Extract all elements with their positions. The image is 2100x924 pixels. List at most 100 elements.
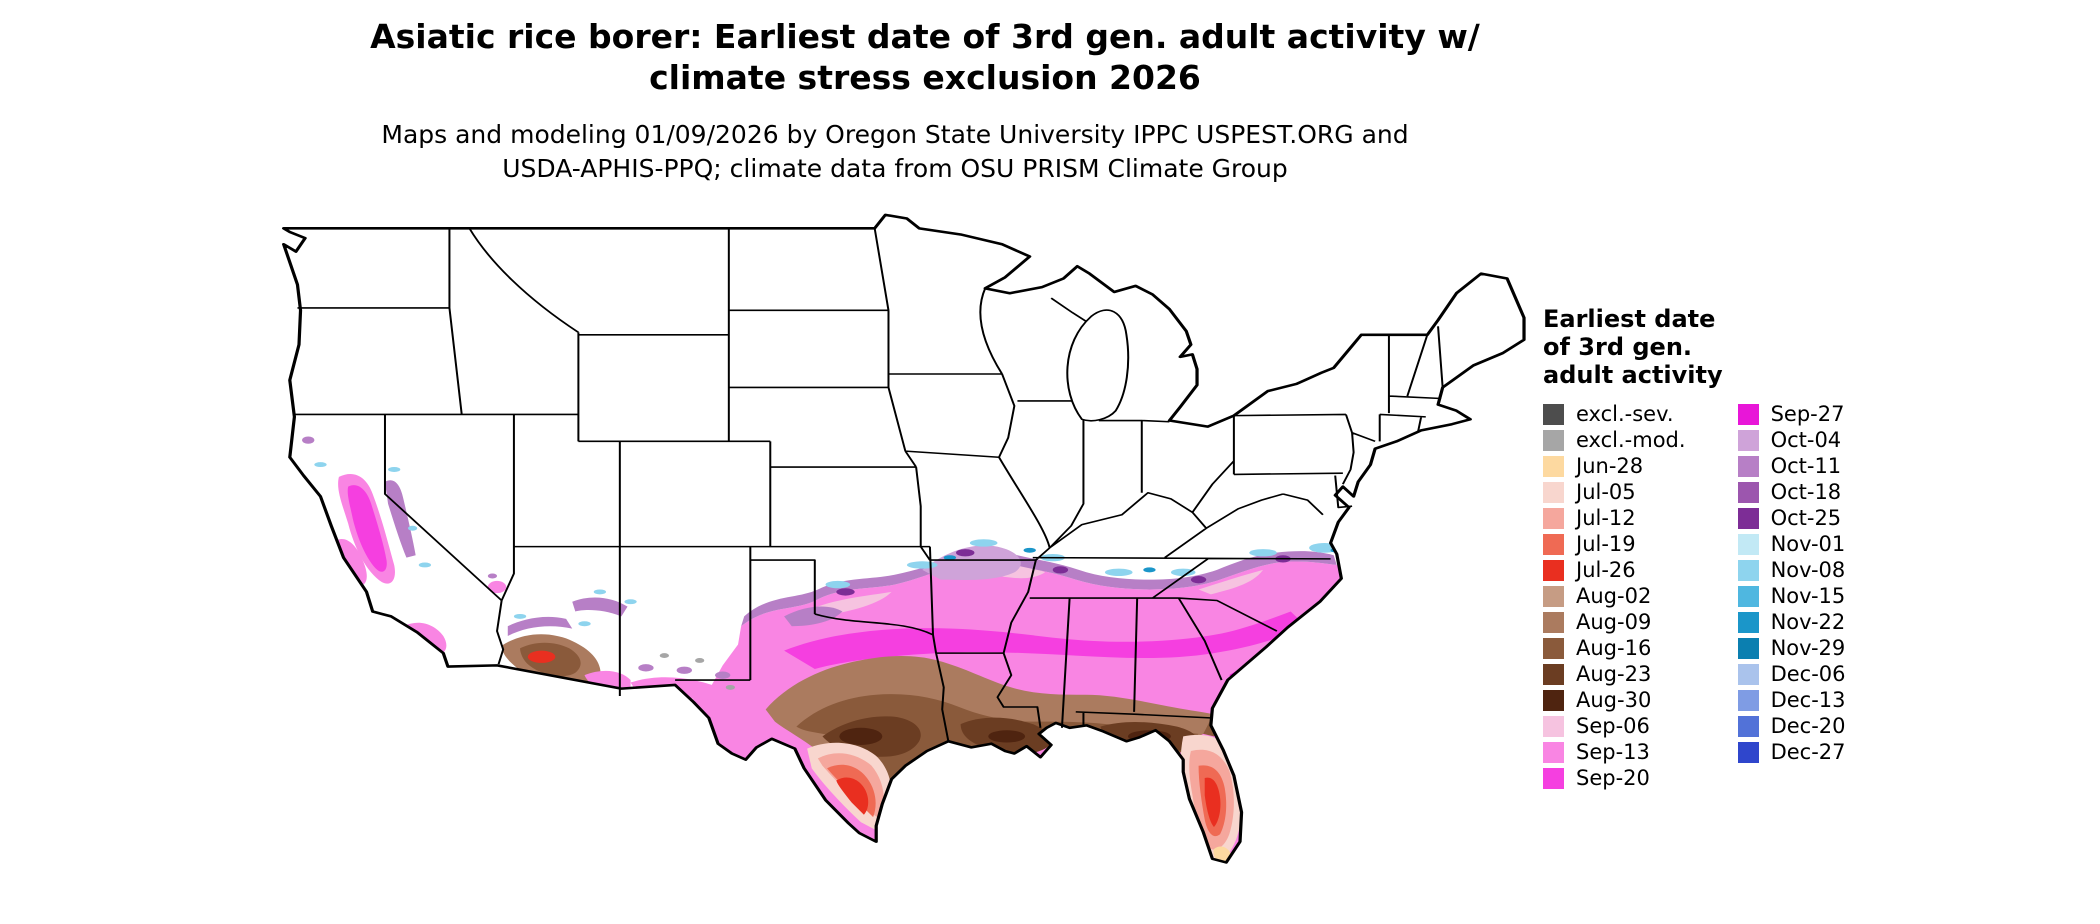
legend-item: Dec-06 — [1737, 661, 1846, 687]
legend-item: Dec-20 — [1737, 713, 1846, 739]
legend-label: Jul-26 — [1576, 558, 1636, 582]
data-region-aug30-la — [988, 730, 1026, 743]
state-borders — [294, 227, 1444, 742]
legend-swatch — [1737, 507, 1759, 529]
data-region-oct-ozark — [922, 545, 1021, 580]
data-region-az-oct — [507, 597, 628, 636]
data-region-sierra-oct — [384, 480, 416, 558]
legend-item: Nov-15 — [1737, 583, 1846, 609]
legend-swatch — [1543, 715, 1564, 737]
legend-column-1: excl.-sev. excl.-mod. Jun-28 Jul-05 Jul-12 Ju… — [1543, 401, 1686, 791]
legend-item: Aug-02 — [1543, 583, 1686, 609]
data-region-jul26-tx — [836, 777, 869, 815]
legend-title: Earliest date of 3rd gen. adult activity — [1543, 305, 1923, 389]
legend-item: Aug-30 — [1543, 687, 1686, 713]
legend-item: Nov-29 — [1737, 635, 1846, 661]
legend-label: Dec-27 — [1770, 740, 1846, 764]
data-speck-nv — [487, 573, 498, 579]
data-speck-norcal — [302, 436, 315, 444]
legend-item: Nov-08 — [1737, 557, 1846, 583]
legend-swatch — [1737, 429, 1759, 451]
legend-label: Jul-12 — [1576, 506, 1636, 530]
data-region-sep06 — [799, 561, 1264, 617]
legend-item: Sep-06 — [1543, 713, 1686, 739]
legend-swatch — [1543, 767, 1564, 789]
legend-swatch — [1543, 429, 1564, 451]
legend-item: Sep-27 — [1737, 401, 1846, 427]
us-map-svg — [282, 213, 1526, 864]
legend-item: Jul-12 — [1543, 505, 1686, 531]
data-region-ca-valley-core — [347, 485, 387, 572]
legend-swatch — [1737, 585, 1759, 607]
legend-item: Oct-25 — [1737, 505, 1846, 531]
legend-item: Sep-13 — [1543, 739, 1686, 765]
data-specks-nm-oct — [638, 664, 731, 679]
map-subtitle-line2: USDA-APHIS-PPQ; climate data from OSU PR… — [502, 153, 1288, 183]
legend-swatch — [1543, 663, 1564, 685]
legend-title-line2: of 3rd gen. — [1543, 333, 1693, 361]
legend-item: Sep-20 — [1543, 765, 1686, 791]
legend-item: Dec-13 — [1737, 687, 1846, 713]
legend-item: Oct-18 — [1737, 479, 1846, 505]
legend-swatch — [1543, 741, 1564, 763]
legend-label: Oct-04 — [1770, 428, 1842, 452]
legend-swatch — [1737, 715, 1759, 737]
data-region-az-core — [527, 650, 556, 663]
legend-item: Nov-22 — [1737, 609, 1846, 635]
legend-item: Aug-23 — [1543, 661, 1686, 687]
data-region-ca-coast — [335, 538, 367, 585]
legend-swatch — [1737, 637, 1759, 659]
legend-label: Aug-30 — [1576, 688, 1652, 712]
legend-label: Sep-13 — [1576, 740, 1650, 764]
legend-label: Sep-20 — [1576, 766, 1650, 790]
legend-item: Aug-16 — [1543, 635, 1686, 661]
legend-label: excl.-sev. — [1576, 402, 1674, 426]
legend-label: Nov-15 — [1770, 584, 1846, 608]
legend-item: Jul-19 — [1543, 531, 1686, 557]
legend-item: Aug-09 — [1543, 609, 1686, 635]
legend-label: Jul-05 — [1576, 480, 1636, 504]
data-region-oct-ntx — [784, 606, 843, 627]
legend-label: Nov-01 — [1770, 532, 1846, 556]
legend-swatch — [1737, 533, 1759, 555]
legend-swatch — [1543, 403, 1564, 425]
legend-columns: excl.-sev. excl.-mod. Jun-28 Jul-05 Jul-12 Ju… — [1543, 401, 1923, 791]
legend-swatch — [1543, 507, 1564, 529]
data-specks-excl — [659, 653, 735, 690]
legend-swatch — [1737, 559, 1759, 581]
legend-item: Jun-28 — [1543, 453, 1686, 479]
legend-label: Jul-19 — [1576, 532, 1636, 556]
legend-label: Oct-11 — [1770, 454, 1842, 478]
legend-label: Dec-13 — [1770, 688, 1846, 712]
legend-label: Aug-23 — [1576, 662, 1652, 686]
legend-swatch — [1543, 533, 1564, 555]
data-specks-ca — [314, 462, 432, 568]
legend-label: Jun-28 — [1576, 454, 1644, 478]
legend-item: Jul-05 — [1543, 479, 1686, 505]
us-outline — [282, 213, 1526, 864]
data-region-jul26-fl — [1204, 777, 1221, 827]
legend-label: Aug-09 — [1576, 610, 1652, 634]
legend-swatch — [1543, 455, 1564, 477]
map-subtitle-line1: Maps and modeling 01/09/2026 by Oregon S… — [381, 120, 1409, 149]
legend-label: Nov-22 — [1770, 610, 1846, 634]
legend-swatch — [1737, 663, 1759, 685]
legend-title-line1: Earliest date — [1543, 305, 1716, 333]
legend-label: Nov-29 — [1770, 636, 1846, 660]
legend-swatch — [1737, 611, 1759, 633]
legend-swatch — [1543, 559, 1564, 581]
map-subtitle: Maps and modeling 01/09/2026 by Oregon S… — [0, 118, 1790, 186]
legend-swatch — [1737, 741, 1759, 763]
map-title-line1: Asiatic rice borer: Earliest date of 3rd… — [370, 17, 1480, 56]
map-title-line2: climate stress exclusion 2026 — [649, 58, 1201, 98]
legend-item: Oct-11 — [1737, 453, 1846, 479]
legend-label: Aug-02 — [1576, 584, 1652, 608]
legend-label: Nov-08 — [1770, 558, 1846, 582]
data-region-sep20 — [784, 611, 1307, 670]
legend-label: excl.-mod. — [1576, 428, 1686, 452]
data-region-aug30-tx — [839, 727, 883, 745]
legend-label: Aug-16 — [1576, 636, 1652, 660]
legend-swatch — [1737, 403, 1759, 425]
legend-label: Dec-20 — [1770, 714, 1846, 738]
legend-label: Dec-06 — [1770, 662, 1846, 686]
